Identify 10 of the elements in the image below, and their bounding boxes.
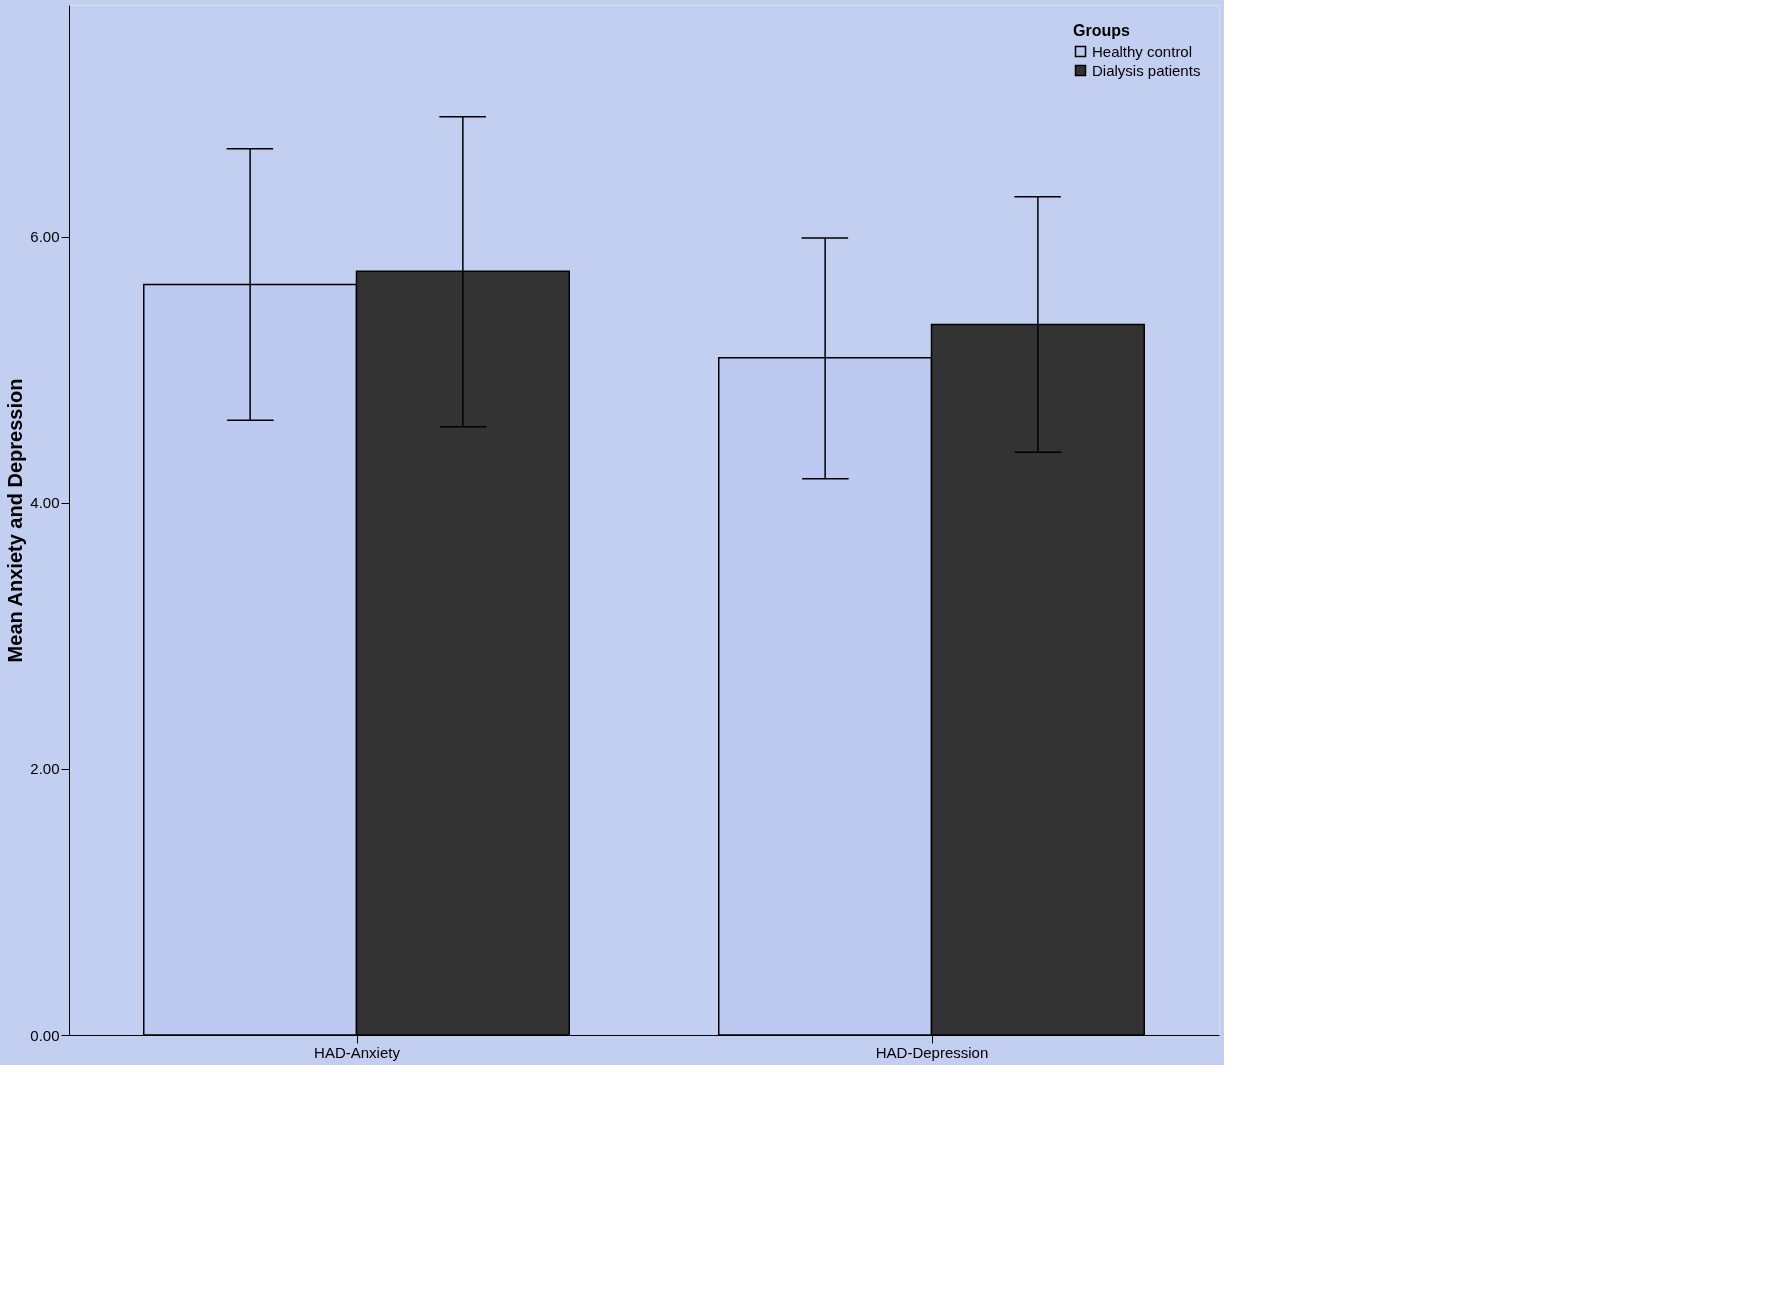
y-tick-label: 6.00 <box>30 228 60 246</box>
y-tick-label: 2.00 <box>30 760 60 778</box>
y-axis-title: Mean Anxiety and Depression <box>4 378 27 663</box>
legend-title: Groups <box>1073 22 1130 39</box>
y-tick-label: 4.00 <box>30 494 60 512</box>
x-tick-label: HAD-Depression <box>875 1043 989 1061</box>
legend-label: Healthy control <box>1092 42 1193 60</box>
x-tick-label: HAD-Anxiety <box>314 1043 401 1061</box>
legend-label: Dialysis patients <box>1092 61 1201 79</box>
y-tick-label: 0.00 <box>30 1026 60 1044</box>
